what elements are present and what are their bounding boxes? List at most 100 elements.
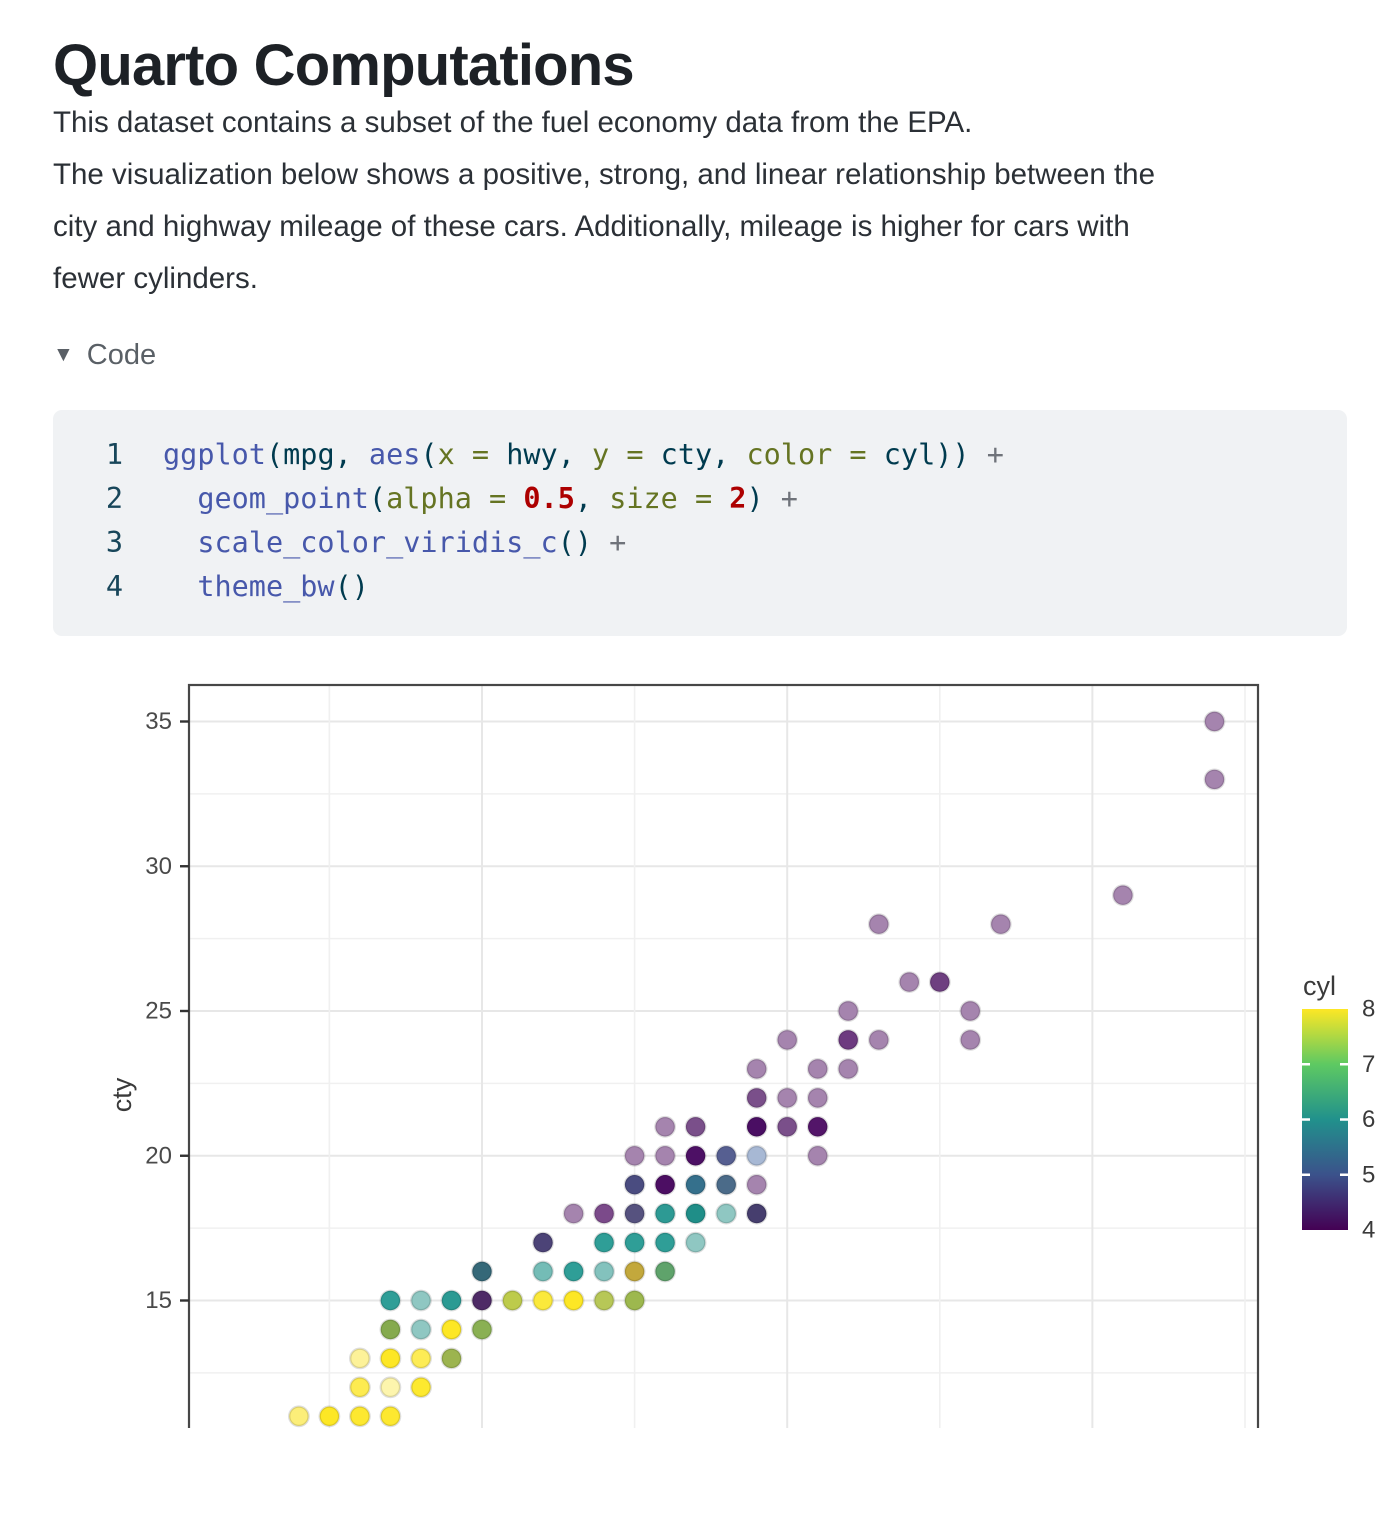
document-body: Quarto Computations This dataset contain…: [0, 33, 1400, 1536]
data-point: [440, 1347, 463, 1370]
data-point: [379, 1289, 402, 1312]
data-point: [623, 1260, 646, 1283]
data-point: [654, 1144, 676, 1167]
data-point: [745, 1144, 768, 1167]
data-point: [562, 1260, 585, 1283]
mpg-scatter-plot: 35 30 25 20 15 cty cyl 8 7 6 5 4: [107, 683, 1375, 1536]
data-point: [318, 1405, 341, 1428]
paragraph-visualization: The visualization below shows a positive…: [53, 157, 1155, 295]
code-line: 1 ggplot(mpg, aes(x = hwy, y = cty, color…: [53, 433, 1347, 477]
line-number: 2: [105, 481, 123, 515]
data-point: [837, 1057, 860, 1080]
data-point: [715, 1173, 738, 1196]
data-point: [287, 1405, 310, 1428]
data-point: [532, 1289, 554, 1312]
data-point: [532, 1260, 554, 1283]
data-point: [471, 1289, 493, 1312]
data-point: [379, 1405, 402, 1428]
data-point: [1203, 710, 1226, 733]
data-point: [654, 1173, 676, 1196]
code-line: 3 scale_color_viridis_c() +: [53, 521, 1347, 565]
data-point: [379, 1347, 402, 1370]
data-point: [501, 1289, 524, 1312]
legend-tick-label: 8: [1362, 995, 1375, 1022]
data-point: [379, 1318, 402, 1341]
data-point: [959, 999, 982, 1022]
mpg-scatter-figure: 35 30 25 20 15 cty cyl 8 7 6 5 4: [53, 673, 1375, 1536]
data-point: [684, 1202, 707, 1225]
data-point: [593, 1260, 615, 1283]
data-point: [837, 1028, 860, 1051]
data-point: [623, 1173, 646, 1196]
data-point: [745, 1086, 768, 1109]
data-point: [684, 1115, 707, 1138]
data-point: [654, 1231, 676, 1254]
data-point: [715, 1144, 738, 1167]
data-point: [959, 1028, 982, 1051]
data-point: [776, 1115, 799, 1138]
data-point: [715, 1202, 738, 1225]
data-point: [837, 999, 860, 1022]
code-fold-label: Code: [86, 338, 157, 371]
paragraph-dataset: This dataset contains a subset of the fu…: [53, 105, 973, 139]
data-point: [593, 1231, 615, 1254]
legend-tick-label: 5: [1362, 1161, 1375, 1188]
y-tick-label: 20: [145, 1142, 172, 1169]
data-point: [745, 1202, 768, 1225]
data-point: [806, 1115, 829, 1138]
page-title: Quarto Computations: [53, 33, 635, 98]
code-block: 1 ggplot(mpg, aes(x = hwy, y = cty, color…: [53, 409, 1347, 636]
data-point: [654, 1202, 676, 1225]
data-point: [593, 1289, 615, 1312]
data-point: [410, 1289, 432, 1312]
y-tick-label: 35: [145, 708, 172, 735]
data-point: [776, 1028, 799, 1051]
data-point: [684, 1144, 707, 1167]
data-point: [745, 1057, 768, 1080]
data-point: [471, 1260, 493, 1283]
data-point: [623, 1202, 646, 1225]
data-point: [776, 1086, 799, 1109]
data-point: [745, 1115, 768, 1138]
line-number: 4: [105, 569, 123, 603]
line-number: 3: [105, 525, 123, 559]
data-point: [989, 913, 1012, 935]
y-tick-label: 30: [145, 853, 172, 880]
data-point: [562, 1289, 585, 1312]
data-point: [867, 913, 890, 935]
data-point: [623, 1144, 646, 1167]
data-point: [654, 1260, 676, 1283]
data-point: [684, 1231, 707, 1254]
y-tick-label: 25: [145, 997, 172, 1024]
data-point: [898, 971, 921, 993]
data-point: [806, 1086, 829, 1109]
data-point: [806, 1057, 829, 1080]
data-point: [1203, 768, 1226, 791]
data-point: [1112, 884, 1134, 906]
data-point: [440, 1318, 463, 1341]
data-point: [745, 1173, 768, 1196]
data-point: [562, 1202, 585, 1225]
code-fold-toggle[interactable]: ▼ Code: [53, 339, 1347, 372]
data-point: [348, 1347, 371, 1370]
legend-tick-label: 7: [1362, 1051, 1375, 1078]
data-point: [623, 1231, 646, 1254]
data-point: [471, 1318, 493, 1341]
data-point: [348, 1405, 371, 1428]
y-axis-title: cty: [107, 1077, 137, 1112]
legend-tick-label: 4: [1362, 1216, 1375, 1243]
data-point: [440, 1289, 463, 1312]
code-line: 4 theme_bw(): [53, 565, 1347, 609]
line-number: 1: [105, 437, 123, 471]
data-point: [410, 1318, 432, 1341]
code-disclosure: ▼ Code 1 ggplot(mpg, aes(x = hwy, y = cty…: [53, 339, 1347, 636]
data-point: [593, 1202, 615, 1225]
legend-title: cyl: [1303, 971, 1336, 1001]
data-point: [928, 971, 951, 993]
y-tick-label: 15: [145, 1287, 172, 1314]
data-point: [684, 1173, 707, 1196]
data-point: [532, 1231, 554, 1254]
data-point: [867, 1028, 890, 1051]
code-line: 2 geom_point(alpha = 0.5, size = 2) +: [53, 477, 1347, 521]
data-point: [410, 1376, 432, 1399]
